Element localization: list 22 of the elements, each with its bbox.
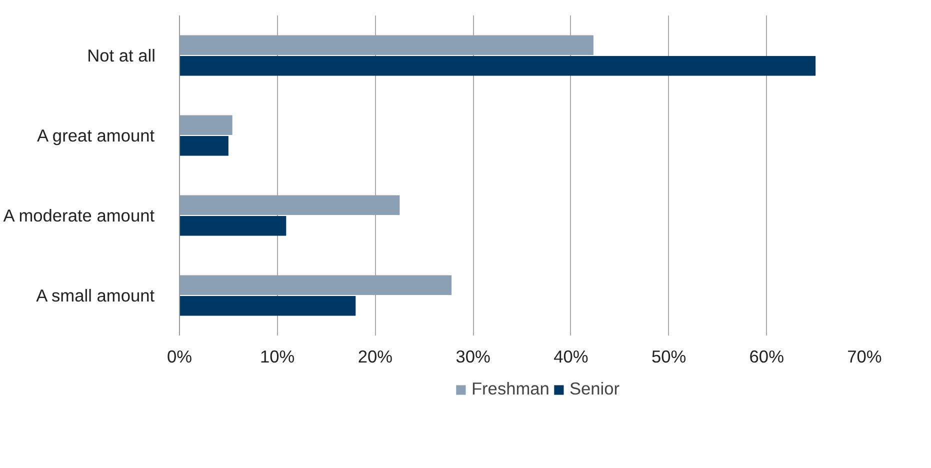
- x-tick-label: 60%: [749, 346, 784, 366]
- x-tick-label: 50%: [651, 346, 686, 366]
- bar: [180, 115, 232, 135]
- bar: [180, 136, 228, 156]
- x-tick-label: 70%: [847, 346, 882, 366]
- x-tick-label: 0%: [166, 346, 192, 366]
- y-tick-label: A small amount: [36, 286, 155, 306]
- bar: [180, 195, 400, 215]
- y-tick-label: A moderate amount: [3, 206, 155, 226]
- legend-label: Freshman: [471, 378, 550, 400]
- bar: [180, 296, 356, 316]
- legend-label: Senior: [569, 378, 620, 400]
- bar: [180, 35, 594, 55]
- x-tick-label: 10%: [260, 346, 295, 366]
- x-tick-label: 20%: [358, 346, 393, 366]
- x-tick-label: 40%: [554, 346, 588, 366]
- y-tick-label: A great amount: [37, 126, 155, 146]
- bar: [180, 216, 286, 236]
- bar: [180, 56, 816, 76]
- y-tick-label: Not at all: [87, 46, 156, 66]
- bar: [180, 275, 452, 295]
- x-tick-label: 30%: [456, 346, 490, 366]
